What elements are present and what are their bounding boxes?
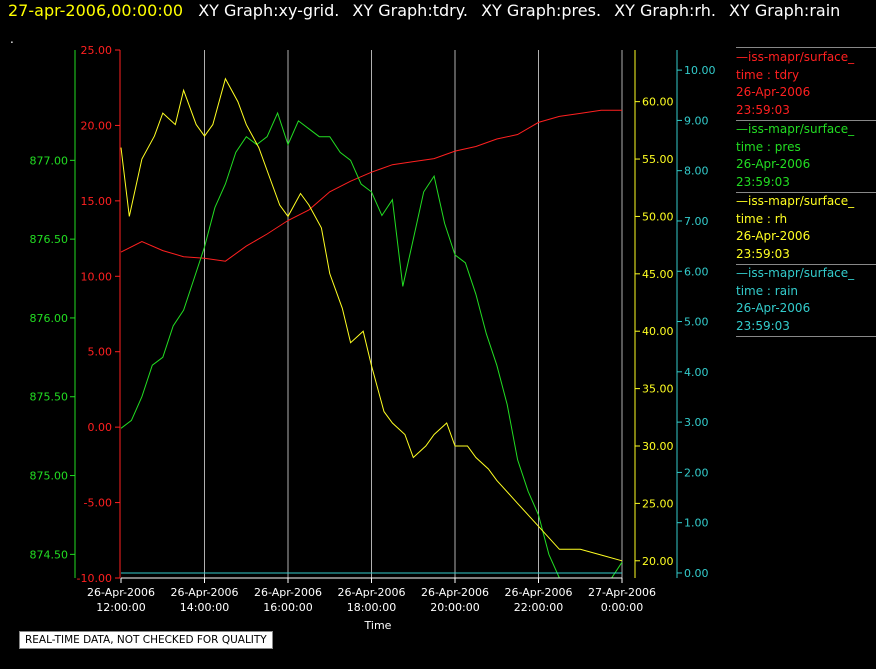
legend-var: time : pres <box>736 139 801 154</box>
title-graph-pres[interactable]: XY Graph:pres. <box>481 1 602 20</box>
series-line-rh <box>120 77 623 562</box>
legend-date: 26-Apr-2006 <box>736 229 811 243</box>
legend-time: 23:59:03 <box>736 246 790 261</box>
rain-tick-label: 4.00 <box>684 366 709 379</box>
x-axis-label: Time <box>364 619 392 632</box>
legend-time: 23:59:03 <box>736 102 790 117</box>
title-graph-list: XY Graph:xy-grid. XY Graph:tdry. XY Grap… <box>198 1 840 20</box>
pres-tick-label: 875.00 <box>30 470 69 483</box>
grid-lines <box>204 50 623 578</box>
x-tick-label-date: 26-Apr-2006 <box>87 586 155 599</box>
legend-name: —iss-mapr/surface_ <box>736 194 855 208</box>
legend: —iss-mapr/surface_ time : tdry 26-Apr-2006… <box>736 47 876 337</box>
series-line-tdry <box>120 109 622 262</box>
title-graph-rain[interactable]: XY Graph:rain <box>729 1 841 20</box>
legend-divider <box>736 47 876 49</box>
rh-tick-label: 40.00 <box>642 325 674 338</box>
rh-tick-label: 55.00 <box>642 153 674 166</box>
rh-tick-label: 25.00 <box>642 497 674 510</box>
legend-time: 23:59:03 <box>736 174 790 189</box>
x-tick-label-date: 26-Apr-2006 <box>421 586 489 599</box>
legend-var: time : rain <box>736 283 799 298</box>
x-tick-label-time: 14:00:00 <box>180 601 229 614</box>
legend-name: —iss-mapr/surface_ <box>736 122 855 136</box>
x-axis: 26-Apr-2006 12:00:00 26-Apr-2006 14:00:00 26… <box>87 577 656 632</box>
rain-tick-label: 0.00 <box>684 567 709 580</box>
pres-tick-label: 877.00 <box>30 154 69 167</box>
legend-date: 26-Apr-2006 <box>736 301 811 315</box>
legend-var: time : tdry <box>736 67 800 82</box>
tdry-tick-label: 15.00 <box>81 195 113 208</box>
quality-notice: REAL-TIME DATA, NOT CHECKED FOR QUALITY <box>19 631 273 649</box>
rh-tick-label: 35.00 <box>642 383 674 396</box>
x-tick-label-date: 26-Apr-2006 <box>170 586 238 599</box>
status-dot: . <box>10 32 14 46</box>
window-title: 27-apr-2006,00:00:00 XY Graph:xy-grid. X… <box>8 1 840 20</box>
title-date: 27-apr-2006,00:00:00 <box>8 1 184 20</box>
title-graph-rh[interactable]: XY Graph:rh. <box>614 1 716 20</box>
data-series <box>120 77 623 579</box>
x-tick-label-time: 22:00:00 <box>514 601 563 614</box>
legend-entry[interactable]: —iss-mapr/surface_time : rh 26-Apr-2006 23… <box>736 193 876 265</box>
legend-date: 26-Apr-2006 <box>736 85 811 99</box>
rh-tick-label: 50.00 <box>642 210 674 223</box>
tdry-tick-label: -10.00 <box>77 572 112 585</box>
rain-tick-label: 10.00 <box>684 64 716 77</box>
x-tick-label-time: 0:00:00 <box>601 601 643 614</box>
x-tick-label-time: 12:00:00 <box>96 601 145 614</box>
pres-tick-label: 874.50 <box>30 548 69 561</box>
x-tick-label-date: 26-Apr-2006 <box>337 586 405 599</box>
rain-tick-label: 7.00 <box>684 215 709 228</box>
tdry-tick-label: 0.00 <box>88 421 113 434</box>
rain-tick-label: 9.00 <box>684 114 709 127</box>
tdry-tick-label: -5.00 <box>84 497 112 510</box>
pres-tick-label: 876.50 <box>30 233 69 246</box>
y-axes: 874.50 875.00 875.50 876.00 876.50 877.00 -10.… <box>30 44 716 585</box>
series-line-pres <box>120 111 623 579</box>
legend-var: time : rh <box>736 211 788 226</box>
rain-tick-label: 5.00 <box>684 316 709 329</box>
x-tick-label-date: 26-Apr-2006 <box>254 586 322 599</box>
rain-tick-label: 6.00 <box>684 265 709 278</box>
pres-tick-label: 875.50 <box>30 391 69 404</box>
x-tick-label-time: 20:00:00 <box>430 601 479 614</box>
x-tick-label-date: 26-Apr-2006 <box>504 586 572 599</box>
tdry-tick-label: 5.00 <box>88 346 113 359</box>
rh-tick-label: 30.00 <box>642 440 674 453</box>
legend-entry[interactable]: —iss-mapr/surface_time : tdry 26-Apr-2006… <box>736 49 876 121</box>
legend-entry[interactable]: —iss-mapr/surface_time : pres 26-Apr-2006… <box>736 121 876 193</box>
legend-date: 26-Apr-2006 <box>736 157 811 171</box>
rain-tick-label: 8.00 <box>684 165 709 178</box>
legend-name: —iss-mapr/surface_ <box>736 50 855 64</box>
x-tick-label-date: 27-Apr-2006 <box>588 586 656 599</box>
x-tick-label-time: 16:00:00 <box>263 601 312 614</box>
title-graph-xy-grid[interactable]: XY Graph:xy-grid. <box>198 1 340 20</box>
tdry-tick-label: 20.00 <box>81 119 113 132</box>
pres-tick-label: 876.00 <box>30 312 69 325</box>
legend-time: 23:59:03 <box>736 318 790 333</box>
rh-tick-label: 60.00 <box>642 96 674 109</box>
rain-tick-label: 1.00 <box>684 517 709 530</box>
rh-tick-label: 45.00 <box>642 268 674 281</box>
rain-tick-label: 3.00 <box>684 416 709 429</box>
tdry-tick-label: 25.00 <box>81 44 113 57</box>
rh-tick-label: 20.00 <box>642 555 674 568</box>
x-tick-label-time: 18:00:00 <box>347 601 396 614</box>
title-graph-tdry[interactable]: XY Graph:tdry. <box>352 1 468 20</box>
legend-entry[interactable]: —iss-mapr/surface_time : rain 26-Apr-2006… <box>736 265 876 337</box>
rain-tick-label: 2.00 <box>684 466 709 479</box>
tdry-tick-label: 10.00 <box>81 270 113 283</box>
legend-name: —iss-mapr/surface_ <box>736 266 855 280</box>
